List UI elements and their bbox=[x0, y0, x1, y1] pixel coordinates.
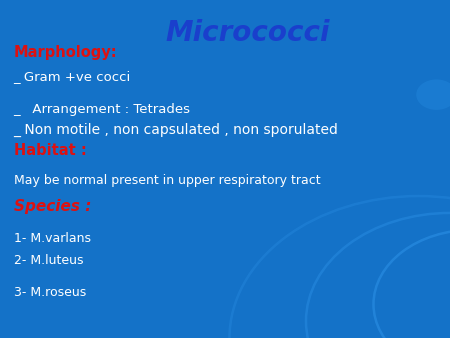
Text: _ Gram +ve cocci: _ Gram +ve cocci bbox=[14, 70, 131, 82]
Text: 1- M.varlans: 1- M.varlans bbox=[14, 232, 90, 245]
Text: 2- M.luteus: 2- M.luteus bbox=[14, 254, 83, 267]
Text: Habitat :: Habitat : bbox=[14, 143, 86, 158]
Text: Marphology:: Marphology: bbox=[14, 45, 117, 60]
Text: Species :: Species : bbox=[14, 199, 91, 214]
Text: Micrococci: Micrococci bbox=[165, 19, 330, 47]
Text: _ Non motile , non capsulated , non sporulated: _ Non motile , non capsulated , non spor… bbox=[14, 123, 338, 137]
Text: May be normal present in upper respiratory tract: May be normal present in upper respirato… bbox=[14, 174, 320, 187]
Text: 3- M.roseus: 3- M.roseus bbox=[14, 286, 86, 299]
Circle shape bbox=[416, 79, 450, 110]
Text: _   Arrangement : Tetrades: _ Arrangement : Tetrades bbox=[14, 103, 190, 116]
